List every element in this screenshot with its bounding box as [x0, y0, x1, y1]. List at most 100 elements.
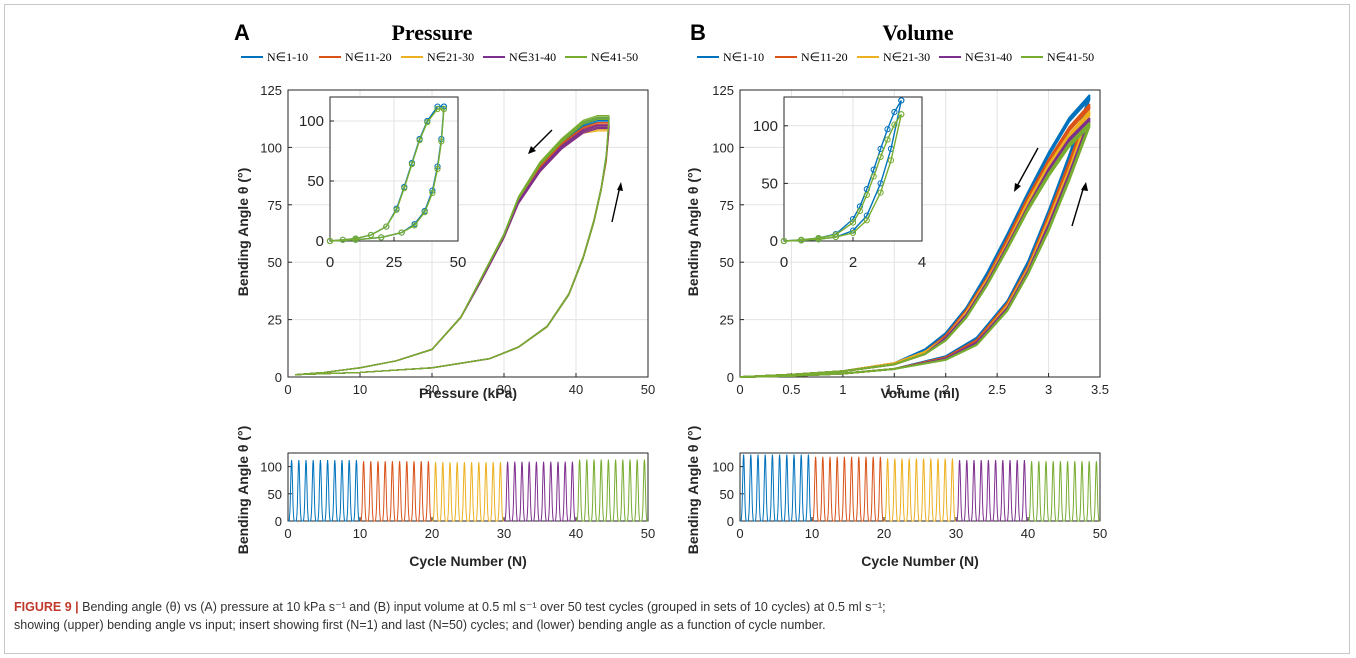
cycle-trace [934, 458, 942, 522]
y-tick-label: 125 [260, 83, 282, 98]
cycle-trace [396, 461, 404, 522]
x-tick-label: 3 [1045, 382, 1052, 397]
cycle-trace [797, 454, 805, 522]
x-tick-label: 0 [736, 382, 743, 397]
cycle-trace [590, 459, 598, 522]
inset-marker [411, 222, 418, 229]
cycle-trace [410, 461, 418, 522]
cycle-trace [309, 460, 317, 522]
caption-line-1: Bending angle (θ) vs (A) pressure at 10 … [82, 600, 886, 614]
y-tick-label: 0 [275, 514, 282, 529]
legend-entry: N∈41-50 [591, 50, 638, 64]
cycle-trace [612, 459, 620, 522]
cycle-trace [1071, 461, 1079, 522]
cycle-trace [568, 461, 576, 522]
cycle-trace [554, 461, 562, 522]
cycle-trace [316, 460, 324, 522]
panel-b-bottom-xlabel: Cycle Number (N) [861, 553, 978, 569]
cycle-trace [525, 461, 533, 522]
inset-marker [434, 105, 441, 113]
cycle-trace [912, 458, 920, 522]
panel-b-bottom-ylabel: Bending Angle θ (°) [685, 426, 701, 555]
panel-a-bottom-xlabel: Cycle Number (N) [409, 553, 526, 569]
x-tick-label: 20 [877, 526, 891, 541]
unloading-arrow-head [528, 146, 536, 154]
inset-marker [832, 231, 839, 238]
y-tick-label: 25 [268, 313, 282, 328]
inset-marker [438, 138, 445, 145]
cycle-trace [374, 461, 382, 522]
y-tick-label: 0 [727, 514, 734, 529]
cycle-trace [927, 458, 935, 522]
inset-marker [416, 137, 423, 144]
panel-a-xlabel: Pressure (kPa) [419, 385, 517, 401]
cycle-trace [1078, 461, 1086, 522]
figure-frame [4, 4, 1350, 654]
x-tick-label: 0 [736, 526, 743, 541]
inset-marker [870, 173, 877, 180]
x-tick-label: 50 [1093, 526, 1107, 541]
cycle-trace [891, 458, 899, 522]
cycle-trace [302, 460, 310, 522]
inset-marker [398, 229, 405, 236]
inset-marker [877, 153, 884, 161]
cycle-trace [1020, 460, 1028, 522]
cycle-trace [640, 459, 648, 522]
legend-entry: N∈31-40 [965, 50, 1012, 64]
cycle-trace [417, 461, 425, 522]
y-tick-label: 100 [260, 460, 282, 475]
unloading-arrow-head [1014, 183, 1021, 192]
x-tick-label: 40 [1021, 526, 1035, 541]
inset-marker [378, 234, 385, 241]
inset-marker [891, 121, 898, 128]
x-tick-label: 40 [569, 526, 583, 541]
panel-a-bottom-ylabel: Bending Angle θ (°) [235, 426, 251, 555]
inset-marker [884, 136, 891, 143]
y-tick-label: 75 [720, 198, 734, 213]
inset-marker [891, 108, 898, 116]
cycle-trace [388, 461, 396, 522]
figure-canvas: A Pressure N∈1-10 N∈11-20 N∈21-30 N∈31-40 N∈… [234, 20, 1109, 569]
series-loading-line [295, 115, 610, 376]
inset-marker [798, 236, 805, 243]
cycle-trace [496, 462, 504, 522]
cycle-trace [740, 454, 748, 522]
panel-b-main-frame [739, 89, 1101, 378]
cycle-trace [1049, 461, 1057, 522]
x-tick-label: 30 [497, 382, 511, 397]
x-tick-label: 0.5 [782, 382, 800, 397]
cycle-trace [360, 461, 368, 522]
x-tick-label: 50 [641, 382, 655, 397]
cycle-trace [1028, 461, 1036, 522]
loading-arrow [1071, 185, 1085, 227]
inset-marker [434, 165, 441, 173]
cycle-trace [424, 461, 432, 522]
x-tick-label: 2.5 [988, 382, 1006, 397]
cycle-trace [862, 456, 870, 522]
cycle-trace [776, 454, 784, 522]
cycle-trace [619, 459, 627, 522]
loading-arrow-head [617, 182, 623, 191]
cycle-trace [295, 460, 303, 522]
cycle-trace [833, 456, 841, 522]
cycle-trace [475, 462, 483, 522]
x-tick-label: 0 [284, 526, 291, 541]
inset-marker [780, 237, 788, 245]
y-tick-label: 50 [268, 255, 282, 270]
cycle-trace [633, 459, 641, 522]
x-tick-label: 50 [641, 526, 655, 541]
y-tick-label: 100 [299, 113, 324, 130]
inset-marker [408, 161, 416, 168]
cycle-trace [547, 461, 555, 522]
panel-b-letter: B [690, 20, 706, 45]
cycle-trace [970, 460, 978, 522]
inset-line [329, 108, 445, 242]
cycle-trace [338, 460, 346, 522]
inset-marker [429, 189, 436, 197]
cycle-trace [1064, 461, 1072, 522]
cycle-trace [948, 458, 956, 522]
inset-marker [849, 219, 857, 226]
cycle-trace [561, 461, 569, 522]
legend-entry: N∈41-50 [1047, 50, 1094, 64]
